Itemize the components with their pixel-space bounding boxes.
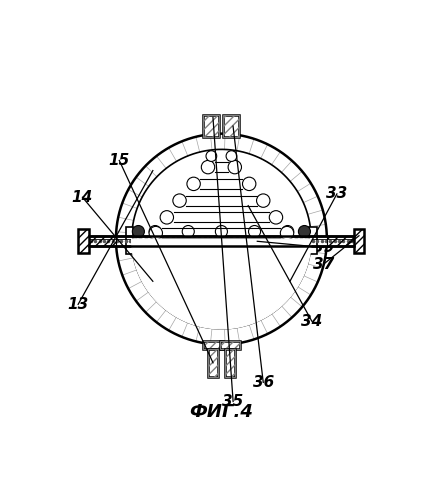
Circle shape [149, 226, 162, 240]
Text: ФИГ.4: ФИГ.4 [190, 402, 253, 420]
Circle shape [299, 226, 311, 237]
Bar [309, 228, 317, 254]
Bar [225, 348, 235, 377]
Bar [223, 115, 239, 137]
Circle shape [173, 194, 186, 207]
Bar [208, 348, 218, 377]
Bar [203, 341, 223, 348]
Bar [327, 236, 354, 246]
Bar [354, 229, 364, 252]
Circle shape [160, 210, 174, 224]
Circle shape [201, 160, 215, 174]
Circle shape [242, 177, 256, 190]
Circle shape [257, 194, 270, 207]
Circle shape [269, 210, 283, 224]
Circle shape [149, 226, 162, 240]
Circle shape [182, 226, 194, 237]
Circle shape [248, 226, 260, 237]
Bar [208, 348, 218, 377]
Circle shape [242, 177, 256, 190]
Text: 36: 36 [253, 375, 274, 390]
Circle shape [280, 226, 294, 240]
Text: 15: 15 [109, 153, 130, 168]
Bar [225, 348, 235, 377]
Circle shape [282, 226, 294, 237]
Text: 37: 37 [313, 256, 334, 272]
Polygon shape [132, 239, 311, 329]
Circle shape [228, 160, 241, 174]
Bar [223, 115, 239, 137]
Circle shape [269, 210, 283, 224]
Bar [354, 229, 364, 252]
Bar [203, 341, 223, 348]
Bar [203, 115, 219, 137]
Circle shape [257, 194, 270, 207]
Circle shape [149, 226, 161, 237]
Bar [126, 228, 133, 254]
Circle shape [280, 226, 294, 240]
Text: 39: 39 [313, 240, 334, 255]
Circle shape [173, 194, 186, 207]
Circle shape [160, 210, 174, 224]
Bar [79, 229, 89, 252]
Text: 34: 34 [301, 314, 322, 328]
Circle shape [187, 177, 200, 190]
Bar [89, 236, 116, 246]
Text: 35: 35 [222, 394, 244, 409]
Bar [220, 341, 240, 348]
Text: 14: 14 [72, 190, 93, 205]
Polygon shape [132, 150, 311, 329]
Circle shape [132, 226, 144, 237]
Bar [89, 236, 354, 246]
Bar [79, 229, 89, 252]
Circle shape [226, 150, 237, 162]
Bar [203, 115, 219, 137]
Circle shape [216, 226, 227, 237]
Text: 13: 13 [67, 297, 89, 312]
Circle shape [206, 150, 217, 162]
Circle shape [187, 177, 200, 190]
Circle shape [201, 160, 215, 174]
Circle shape [228, 160, 241, 174]
Text: 33: 33 [326, 186, 347, 202]
Bar [220, 341, 240, 348]
